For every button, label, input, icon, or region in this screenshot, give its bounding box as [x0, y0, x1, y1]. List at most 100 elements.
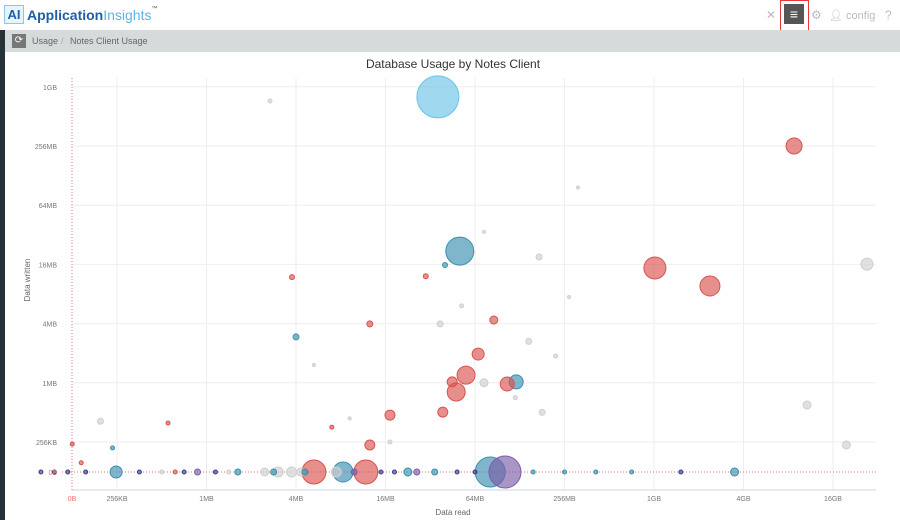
bubble-point [593, 469, 599, 475]
bubble-point [212, 469, 218, 475]
bubble-point [445, 236, 475, 266]
bubble-point [347, 416, 352, 421]
x-tick-label: 4GB [736, 496, 750, 503]
y-tick-label: 4MB [43, 322, 58, 329]
help-icon[interactable]: ? [885, 8, 892, 22]
bubble-point [479, 378, 489, 388]
bubble-point [471, 347, 485, 361]
bubble-point [562, 469, 567, 475]
bubble-point [785, 137, 803, 155]
bubble-point [159, 469, 165, 475]
breadcrumb: ⟳ Usage / Notes Client Usage [5, 30, 900, 52]
y-axis-label: Data written [23, 259, 32, 302]
bubble-point [38, 469, 44, 475]
bubble-point [442, 261, 449, 268]
bubble-point [329, 424, 335, 430]
bubble-point [525, 337, 533, 345]
x-axis-label: Data read [435, 508, 470, 517]
chart-title: Database Usage by Notes Client [366, 57, 541, 71]
bubble-point [301, 468, 309, 476]
x-tick-label: 16MB [376, 496, 395, 503]
y-tick-label: 64MB [39, 203, 58, 210]
bubble-point [136, 469, 142, 475]
y-tick-label: 1GB [43, 85, 57, 92]
bubble-point [288, 274, 295, 281]
x-tick-label: 1GB [647, 496, 661, 503]
bubble-point [364, 439, 376, 451]
y-tick-label: 16MB [39, 262, 58, 269]
bubble-point [194, 468, 202, 476]
app-logo[interactable]: AI Application Insights ™ [4, 5, 157, 24]
bubble-point [678, 469, 684, 475]
bubble-point [267, 98, 273, 104]
refresh-icon[interactable]: ⟳ [12, 34, 26, 48]
bubble-point [172, 469, 178, 475]
bubble-point [384, 409, 396, 421]
bubble-point [234, 468, 242, 476]
bubble-point [530, 469, 536, 475]
x-tick-label: 256KB [106, 496, 127, 503]
logo-mark: AI [4, 5, 24, 24]
logo-text-application: Application [27, 6, 104, 23]
bubble-point [366, 320, 374, 328]
bubble-point [436, 320, 444, 328]
bubble-point [403, 467, 413, 477]
bubble-point [553, 353, 559, 359]
left-sidebar-strip [0, 30, 5, 520]
x-tick-label: 1MB [199, 496, 214, 503]
bubble-point [260, 467, 270, 477]
y-tick-label: 256MB [35, 144, 58, 151]
x-tick-label: 64MB [466, 496, 485, 503]
bubble-point [65, 469, 71, 475]
bubble-point [83, 469, 89, 475]
bubble-point [416, 75, 460, 119]
bubble-point [387, 439, 393, 445]
x-tick-label: 16GB [824, 496, 842, 503]
bubble-point [51, 469, 57, 475]
bubble-point [413, 468, 421, 476]
user-menu[interactable]: 👤︎ config [829, 9, 875, 22]
breadcrumb-usage[interactable]: Usage [32, 36, 59, 46]
plot-area [72, 78, 876, 490]
y-tick-label: 0B [48, 470, 57, 477]
bubble-point [575, 185, 580, 190]
x-tick-label: 4MB [289, 496, 304, 503]
bubble-point [378, 469, 384, 475]
logo-text-insights: Insights [103, 6, 152, 23]
bubble-point [431, 468, 439, 476]
bubble-point [437, 406, 449, 418]
bubble-point [643, 256, 667, 280]
bubble-point [78, 460, 84, 466]
bubble-point [535, 253, 543, 261]
bubble-point [730, 467, 740, 477]
bubble-point [456, 365, 476, 385]
bubble-point [422, 273, 429, 280]
bubble-point [512, 395, 518, 401]
bubble-point [488, 455, 522, 489]
bubble-point [270, 468, 278, 476]
expand-icon[interactable]: ✕ [766, 8, 777, 22]
hamburger-icon: ≡ [784, 4, 804, 24]
bubble-point [489, 315, 499, 325]
bubble-point [860, 257, 874, 271]
y-tick-label: 256KB [36, 440, 57, 447]
bubble-point [181, 469, 187, 475]
bubble-point [391, 469, 397, 475]
gear-icon[interactable]: ⚙ [811, 8, 822, 22]
bubble-point [110, 445, 116, 451]
logo-trademark: ™ [151, 6, 158, 12]
bubble-point [165, 420, 171, 426]
breadcrumb-separator: / [61, 36, 64, 46]
bubble-point [454, 469, 460, 475]
bubble-point [292, 333, 300, 341]
bubble-point [330, 466, 342, 478]
bubble-point [459, 303, 465, 309]
bubble-point [69, 441, 75, 447]
y-tick-label: 1MB [43, 381, 58, 388]
bubble-point [802, 400, 812, 410]
bubble-point [481, 229, 486, 234]
bubble-point [446, 376, 458, 388]
x-tick-label: 0B [68, 496, 77, 503]
bubble-point [472, 469, 478, 475]
